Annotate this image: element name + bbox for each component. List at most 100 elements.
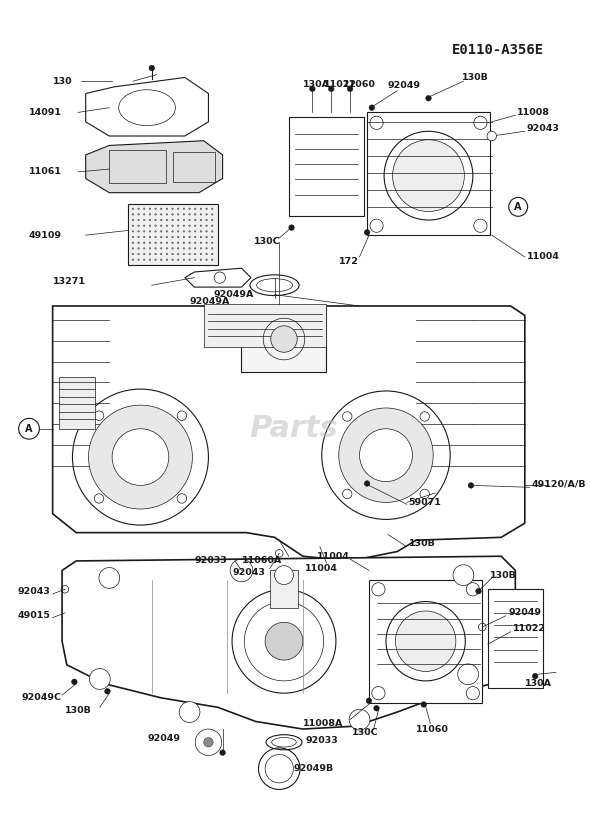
Circle shape (132, 248, 134, 249)
Circle shape (195, 219, 196, 221)
Bar (128, 204, 218, 266)
Circle shape (183, 248, 185, 249)
Circle shape (149, 231, 150, 232)
Circle shape (177, 411, 186, 421)
Circle shape (206, 242, 207, 244)
Circle shape (206, 259, 207, 261)
Circle shape (143, 219, 145, 221)
Circle shape (474, 117, 487, 130)
Circle shape (189, 208, 191, 209)
Circle shape (200, 214, 202, 215)
Circle shape (372, 686, 385, 700)
Circle shape (195, 253, 196, 255)
Circle shape (104, 689, 110, 694)
Text: 11060A: 11060A (241, 557, 282, 566)
Circle shape (211, 208, 213, 209)
Bar (270, 570, 298, 608)
Circle shape (149, 214, 150, 215)
Circle shape (395, 611, 456, 672)
Circle shape (149, 208, 150, 209)
Circle shape (177, 494, 186, 503)
Circle shape (183, 208, 185, 209)
Circle shape (474, 219, 487, 232)
Circle shape (532, 673, 538, 679)
Circle shape (211, 236, 213, 238)
Circle shape (172, 259, 173, 261)
Text: 11004: 11004 (317, 552, 350, 561)
Circle shape (466, 583, 480, 596)
Ellipse shape (257, 279, 293, 292)
Circle shape (149, 219, 150, 221)
Circle shape (178, 242, 179, 244)
Text: 92043: 92043 (232, 568, 265, 577)
Circle shape (90, 668, 110, 689)
Text: 11060: 11060 (416, 725, 449, 734)
Circle shape (160, 208, 162, 209)
Circle shape (421, 702, 427, 707)
Circle shape (160, 225, 162, 227)
Circle shape (155, 253, 156, 255)
Circle shape (94, 411, 104, 421)
Circle shape (195, 248, 196, 249)
Text: A: A (25, 424, 33, 434)
Circle shape (178, 208, 179, 209)
Circle shape (138, 225, 139, 227)
Circle shape (138, 231, 139, 232)
Circle shape (265, 755, 293, 783)
Circle shape (132, 253, 134, 255)
Circle shape (189, 219, 191, 221)
Text: 130B: 130B (65, 706, 91, 715)
Circle shape (370, 117, 383, 130)
Bar (109, 150, 166, 183)
Circle shape (138, 208, 139, 209)
Circle shape (195, 208, 196, 209)
Text: 92049: 92049 (509, 608, 542, 618)
Circle shape (200, 219, 202, 221)
Circle shape (366, 698, 372, 703)
Circle shape (178, 248, 179, 249)
Circle shape (172, 225, 173, 227)
Text: 92033: 92033 (306, 736, 339, 745)
Circle shape (149, 248, 150, 249)
Text: 92049: 92049 (147, 734, 180, 743)
Circle shape (466, 686, 480, 700)
Circle shape (143, 253, 145, 255)
Circle shape (132, 242, 134, 244)
Circle shape (172, 208, 173, 209)
Text: 11060: 11060 (343, 80, 375, 89)
Circle shape (189, 231, 191, 232)
Circle shape (178, 219, 179, 221)
Circle shape (160, 219, 162, 221)
Circle shape (179, 702, 200, 722)
Circle shape (166, 208, 168, 209)
Circle shape (189, 225, 191, 227)
Circle shape (132, 208, 134, 209)
Circle shape (166, 214, 168, 215)
Text: 92043: 92043 (18, 587, 51, 596)
Circle shape (189, 253, 191, 255)
Circle shape (364, 481, 370, 487)
Circle shape (200, 236, 202, 238)
Circle shape (155, 242, 156, 244)
Circle shape (195, 231, 196, 232)
Text: 130B: 130B (490, 570, 517, 579)
Circle shape (211, 214, 213, 215)
Circle shape (172, 219, 173, 221)
Circle shape (420, 489, 430, 499)
Text: 130A: 130A (525, 679, 552, 688)
Circle shape (364, 230, 370, 236)
Circle shape (88, 405, 192, 509)
Circle shape (149, 236, 150, 238)
Text: 11008A: 11008A (303, 719, 343, 728)
Circle shape (211, 259, 213, 261)
Circle shape (155, 225, 156, 227)
Text: 92049B: 92049B (293, 764, 333, 773)
Circle shape (178, 225, 179, 227)
Circle shape (211, 248, 213, 249)
Circle shape (143, 236, 145, 238)
Circle shape (132, 236, 134, 238)
Text: 92049: 92049 (388, 82, 421, 90)
Polygon shape (86, 141, 222, 192)
Circle shape (370, 219, 383, 232)
Text: 130: 130 (53, 77, 72, 86)
